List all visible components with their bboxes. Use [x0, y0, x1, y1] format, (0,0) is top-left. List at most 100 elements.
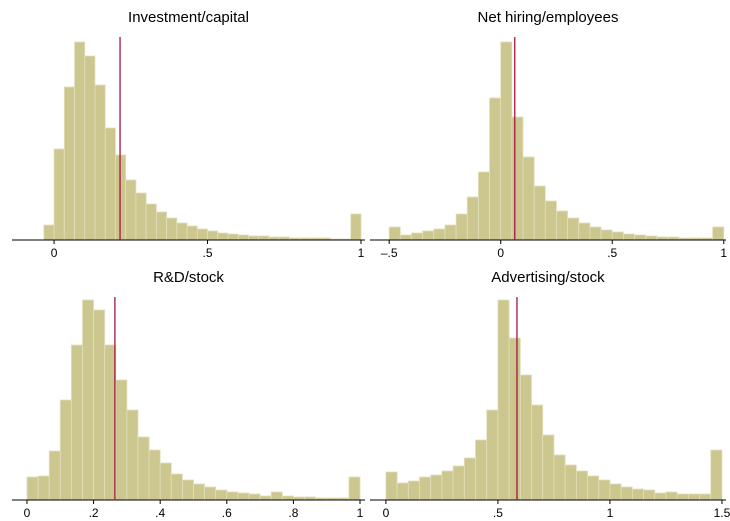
panel-title: Advertising/stock — [491, 269, 605, 286]
bar — [104, 344, 117, 501]
x-tick-label: 0 — [497, 246, 504, 260]
bar — [259, 495, 272, 501]
x-tick-label: 0 — [24, 506, 31, 520]
bar — [489, 97, 502, 241]
bar — [84, 55, 96, 241]
bar — [463, 457, 476, 501]
x-tick-label: .8 — [288, 506, 298, 520]
bar — [598, 479, 611, 501]
bar — [70, 344, 83, 501]
bar — [270, 491, 283, 501]
bar — [452, 465, 465, 501]
bar — [74, 41, 86, 241]
bar — [553, 454, 566, 501]
bar — [411, 232, 424, 241]
bar — [53, 148, 65, 241]
bar — [159, 462, 172, 501]
bar — [567, 217, 580, 241]
bar — [186, 225, 198, 241]
bar — [126, 409, 139, 501]
x-tick-label: 0 — [383, 506, 390, 520]
bar — [226, 491, 239, 501]
bar — [59, 399, 72, 501]
bar — [611, 231, 624, 241]
bar — [48, 450, 61, 501]
bar — [556, 210, 569, 241]
x-tick-label: 1 — [357, 506, 364, 520]
x-tick-label: 1 — [607, 506, 614, 520]
x-tick-label: 1 — [358, 246, 365, 260]
bar — [575, 470, 588, 501]
bar — [348, 476, 361, 501]
bar — [710, 449, 723, 501]
x-tick-label: –.5 — [381, 246, 398, 260]
bar — [533, 185, 546, 241]
bar — [622, 233, 635, 241]
bar — [135, 192, 147, 241]
bar — [422, 230, 435, 241]
bar — [37, 475, 50, 501]
bar — [166, 217, 178, 241]
bar — [542, 434, 555, 501]
x-tick-label: .2 — [89, 506, 99, 520]
bar — [564, 464, 577, 501]
bar — [508, 337, 521, 501]
bar — [699, 493, 712, 501]
bar — [645, 235, 658, 241]
x-tick-label: .5 — [493, 506, 503, 520]
x-tick-label: .5 — [607, 246, 617, 260]
bar — [433, 228, 446, 241]
x-tick-label: 1.5 — [714, 506, 730, 520]
bar — [399, 234, 412, 241]
bar — [155, 211, 168, 241]
bar — [148, 449, 161, 501]
panel-title: Net hiring/employees — [478, 9, 619, 26]
bar — [497, 299, 510, 501]
bar — [466, 196, 479, 241]
bar — [350, 213, 362, 241]
bar — [511, 116, 524, 241]
bar — [589, 226, 602, 241]
bar — [281, 495, 294, 501]
x-tick-label: .6 — [222, 506, 232, 520]
bar — [176, 222, 188, 241]
bar — [687, 493, 700, 501]
x-tick-label: 1 — [720, 246, 727, 260]
bar — [125, 179, 137, 241]
x-tick-label: .4 — [155, 506, 165, 520]
bar — [475, 439, 488, 501]
bar — [407, 480, 420, 501]
bar — [620, 486, 633, 501]
bar — [207, 230, 219, 241]
bar — [248, 493, 261, 501]
bar — [522, 156, 535, 241]
bar — [43, 224, 55, 241]
bar — [444, 224, 457, 241]
bar — [145, 203, 157, 241]
bar — [634, 234, 647, 241]
bar — [237, 234, 249, 241]
bar — [115, 379, 128, 501]
bar — [104, 127, 116, 241]
bar — [587, 475, 600, 501]
panel-title: Investment/capital — [128, 9, 249, 26]
bar — [93, 309, 106, 501]
bar — [712, 226, 725, 241]
bar — [676, 493, 689, 501]
bar — [137, 436, 150, 501]
bar — [430, 474, 443, 501]
bar — [531, 404, 544, 501]
bar — [227, 233, 239, 241]
bar — [193, 483, 205, 501]
bar — [441, 470, 454, 501]
bar — [385, 471, 398, 501]
bar — [519, 374, 532, 501]
bar — [182, 479, 194, 501]
bar — [26, 476, 39, 501]
bar — [217, 232, 229, 241]
panel-title: R&D/stock — [153, 269, 224, 286]
bar — [94, 84, 106, 241]
bar — [258, 235, 270, 241]
bar — [643, 489, 656, 501]
bar — [500, 41, 513, 241]
